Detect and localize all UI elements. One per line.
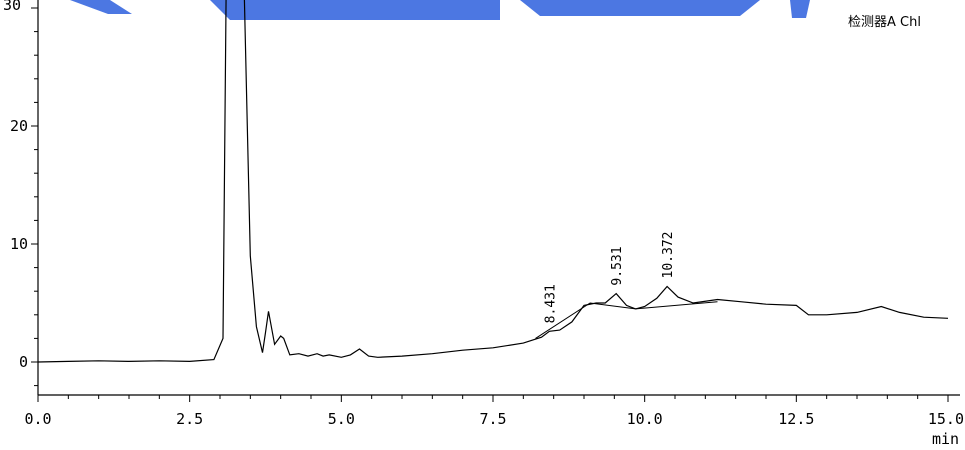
peak-labels: 8.431 9.531 10.372 — [543, 232, 676, 324]
x-tick-label: 15.0 — [928, 410, 964, 428]
axes — [37, 0, 960, 396]
x-tick-label: 12.5 — [778, 410, 814, 428]
detector-label: 检测器A Chl — [848, 15, 921, 30]
x-axis-ticks: 0.0 2.5 5.0 7.5 10.0 12.5 15.0 — [24, 395, 964, 428]
y-tick-label: 20 — [10, 117, 28, 135]
x-axis-unit-label: min — [932, 430, 959, 448]
y-tick-label: 0 — [19, 353, 28, 371]
y-tick-label-truncated: 30 — [3, 0, 21, 14]
x-tick-label: 7.5 — [479, 410, 506, 428]
x-tick-label: 10.0 — [627, 410, 663, 428]
x-tick-label: 5.0 — [328, 410, 355, 428]
signal-series-line — [37, 0, 949, 363]
watermark-banner — [70, 0, 810, 20]
peak-retention-label: 8.431 — [543, 284, 558, 323]
integration-baseline — [535, 301, 718, 339]
peak-retention-label: 9.531 — [610, 246, 625, 285]
y-tick-label: 10 — [10, 235, 28, 253]
peak-retention-label: 10.372 — [661, 232, 676, 279]
x-tick-label: 0.0 — [24, 410, 51, 428]
x-tick-label: 2.5 — [176, 410, 203, 428]
y-axis-ticks: 0 10 20 — [10, 7, 38, 387]
